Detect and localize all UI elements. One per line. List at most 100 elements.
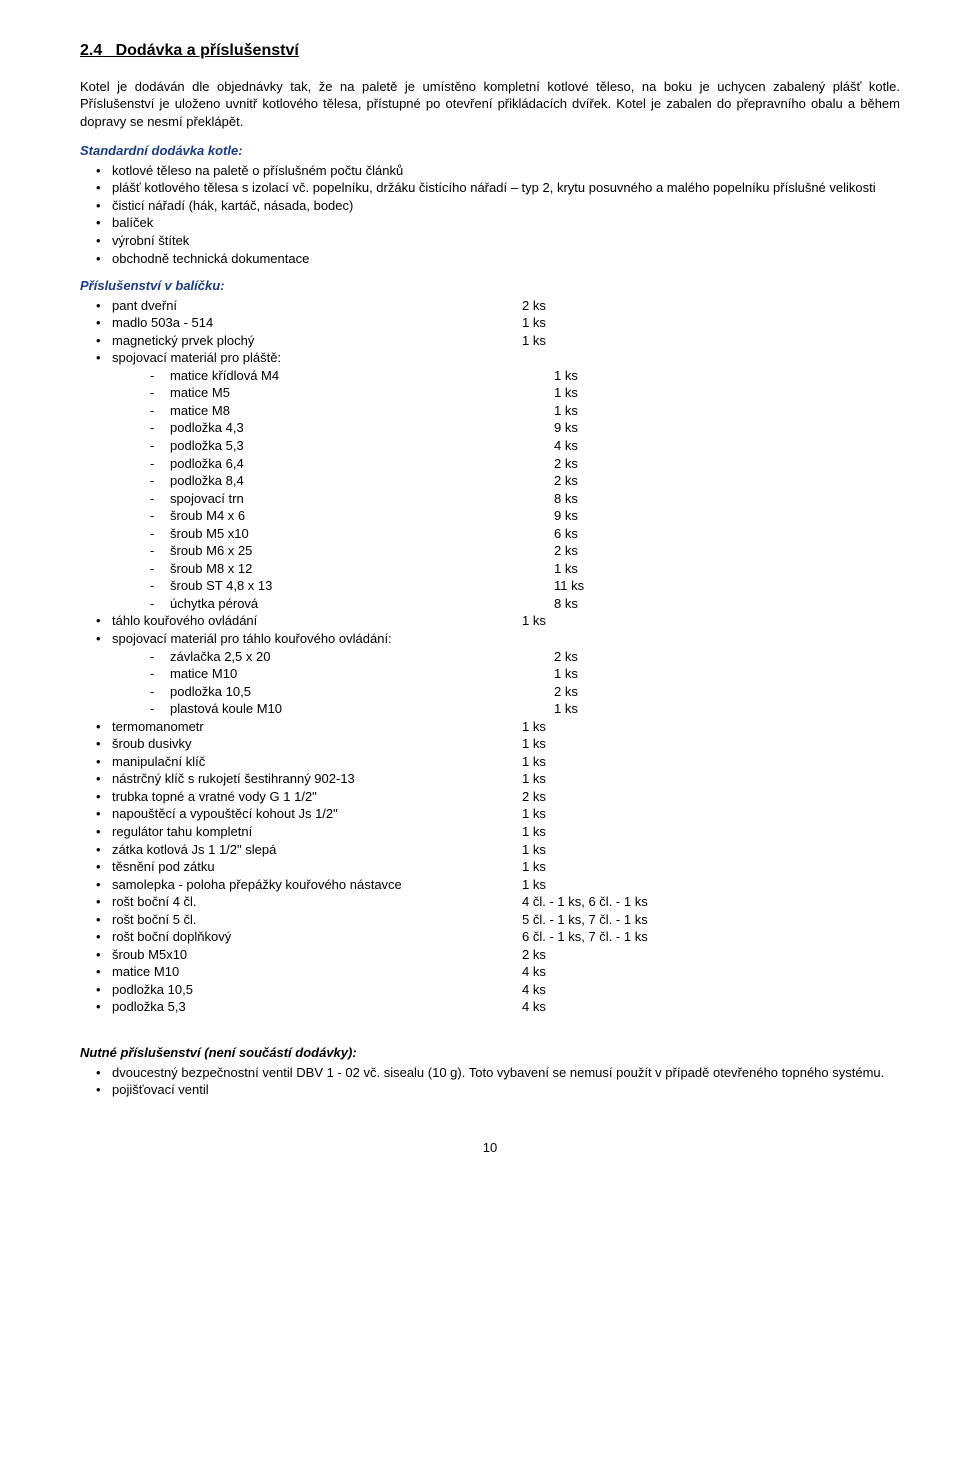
item-label: trubka topné a vratné vody G 1 1/2" xyxy=(112,788,522,806)
item-label: šroub M8 x 12 xyxy=(170,560,554,578)
item-qty: 2 ks xyxy=(554,683,578,701)
item-label: rošt boční doplňkový xyxy=(112,928,522,946)
list-item: madlo 503a - 5141 ks xyxy=(80,314,900,332)
intro-paragraph: Kotel je dodáván dle objednávky tak, že … xyxy=(80,78,900,131)
list-item: matice M104 ks xyxy=(80,963,900,981)
item-label: nástrčný klíč s rukojetí šestihranný 902… xyxy=(112,770,522,788)
sub-list-item: šroub M6 x 252 ks xyxy=(112,542,900,560)
sub-list-item: závlačka 2,5 x 202 ks xyxy=(112,648,900,666)
item-qty: 1 ks xyxy=(522,718,546,736)
list-item: rošt boční 5 čl.5 čl. - 1 ks, 7 čl. - 1 … xyxy=(80,911,900,929)
sub-list: závlačka 2,5 x 202 ksmatice M101 kspodlo… xyxy=(112,648,900,718)
item-label: šroub M5 x10 xyxy=(170,525,554,543)
sub-list-item: šroub M5 x106 ks xyxy=(112,525,900,543)
item-qty: 1 ks xyxy=(554,700,578,718)
item-label: spojovací trn xyxy=(170,490,554,508)
sub-list-item: podložka 5,34 ks xyxy=(112,437,900,455)
item-qty: 2 ks xyxy=(522,297,546,315)
sub-list-item: úchytka pérová8 ks xyxy=(112,595,900,613)
item-label: matice M10 xyxy=(112,963,522,981)
item-qty: 2 ks xyxy=(522,788,546,806)
list-item: napouštěcí a vypouštěcí kohout Js 1/2"1 … xyxy=(80,805,900,823)
sub-list-item: šroub M8 x 121 ks xyxy=(112,560,900,578)
item-qty: 4 ks xyxy=(522,963,546,981)
item-label: podložka 10,5 xyxy=(170,683,554,701)
item-qty: 8 ks xyxy=(554,490,578,508)
item-label: matice křídlová M4 xyxy=(170,367,554,385)
item-label: podložka 6,4 xyxy=(170,455,554,473)
item-label: rošt boční 4 čl. xyxy=(112,893,522,911)
item-qty: 1 ks xyxy=(522,841,546,859)
item-qty: 9 ks xyxy=(554,507,578,525)
accessories-heading: Příslušenství v balíčku: xyxy=(80,277,900,295)
item-label: rošt boční 5 čl. xyxy=(112,911,522,929)
sub-list-item: matice M51 ks xyxy=(112,384,900,402)
item-qty: 2 ks xyxy=(554,648,578,666)
list-item: termomanometr1 ks xyxy=(80,718,900,736)
list-item: zátka kotlová Js 1 1/2" slepá1 ks xyxy=(80,841,900,859)
item-label: termomanometr xyxy=(112,718,522,736)
list-item: spojovací materiál pro táhlo kouřového o… xyxy=(80,630,900,718)
item-label: táhlo kouřového ovládání xyxy=(112,612,522,630)
item-qty: 4 čl. - 1 ks, 6 čl. - 1 ks xyxy=(522,893,648,911)
item-qty: 4 ks xyxy=(554,437,578,455)
item-label: spojovací materiál pro pláště: xyxy=(112,349,522,367)
item-label: madlo 503a - 514 xyxy=(112,314,522,332)
list-item: táhlo kouřového ovládání1 ks xyxy=(80,612,900,630)
list-item: rošt boční 4 čl.4 čl. - 1 ks, 6 čl. - 1 … xyxy=(80,893,900,911)
item-label: matice M8 xyxy=(170,402,554,420)
item-label: těsnění pod zátku xyxy=(112,858,522,876)
item-label: šroub ST 4,8 x 13 xyxy=(170,577,554,595)
sub-list-item: podložka 10,52 ks xyxy=(112,683,900,701)
section-title-text: Dodávka a příslušenství xyxy=(116,42,299,59)
sub-list-item: podložka 8,42 ks xyxy=(112,472,900,490)
item-label: závlačka 2,5 x 20 xyxy=(170,648,554,666)
list-item: magnetický prvek plochý1 ks xyxy=(80,332,900,350)
item-label: manipulační klíč xyxy=(112,753,522,771)
item-qty: 1 ks xyxy=(554,367,578,385)
item-qty: 1 ks xyxy=(554,402,578,420)
item-qty: 1 ks xyxy=(522,332,546,350)
item-label: zátka kotlová Js 1 1/2" slepá xyxy=(112,841,522,859)
accessories-list: pant dveřní2 ksmadlo 503a - 5141 ksmagne… xyxy=(80,297,900,1016)
section-number: 2.4 xyxy=(80,42,102,59)
sub-list-item: matice M81 ks xyxy=(112,402,900,420)
item-label: podložka 8,4 xyxy=(170,472,554,490)
list-item: obchodně technická dokumentace xyxy=(80,250,900,268)
list-item: spojovací materiál pro pláště:matice kří… xyxy=(80,349,900,612)
item-label: spojovací materiál pro táhlo kouřového o… xyxy=(112,630,522,648)
list-item: dvoucestný bezpečnostní ventil DBV 1 - 0… xyxy=(80,1064,900,1082)
item-label: podložka 5,3 xyxy=(170,437,554,455)
item-label: plastová koule M10 xyxy=(170,700,554,718)
item-qty: 8 ks xyxy=(554,595,578,613)
item-qty: 6 čl. - 1 ks, 7 čl. - 1 ks xyxy=(522,928,648,946)
item-label: magnetický prvek plochý xyxy=(112,332,522,350)
item-qty: 1 ks xyxy=(522,753,546,771)
item-label: napouštěcí a vypouštěcí kohout Js 1/2" xyxy=(112,805,522,823)
item-label: úchytka pérová xyxy=(170,595,554,613)
standard-delivery-list: kotlové těleso na paletě o příslušném po… xyxy=(80,162,900,267)
list-item: plášť kotlového tělesa s izolací vč. pop… xyxy=(80,179,900,197)
list-item: šroub M5x102 ks xyxy=(80,946,900,964)
item-qty: 1 ks xyxy=(522,858,546,876)
item-qty: 1 ks xyxy=(522,770,546,788)
standard-delivery-heading: Standardní dodávka kotle: xyxy=(80,142,900,160)
required-accessories-list: dvoucestný bezpečnostní ventil DBV 1 - 0… xyxy=(80,1064,900,1099)
list-item: samolepka - poloha přepážky kouřového ná… xyxy=(80,876,900,894)
item-label: matice M5 xyxy=(170,384,554,402)
item-qty: 9 ks xyxy=(554,419,578,437)
item-qty: 1 ks xyxy=(522,612,546,630)
item-qty: 1 ks xyxy=(522,735,546,753)
sub-list-item: šroub ST 4,8 x 1311 ks xyxy=(112,577,900,595)
item-qty: 1 ks xyxy=(554,665,578,683)
item-label: šroub M6 x 25 xyxy=(170,542,554,560)
item-label: šroub dusivky xyxy=(112,735,522,753)
list-item: balíček xyxy=(80,214,900,232)
list-item: výrobní štítek xyxy=(80,232,900,250)
list-item: regulátor tahu kompletní1 ks xyxy=(80,823,900,841)
list-item: trubka topné a vratné vody G 1 1/2"2 ks xyxy=(80,788,900,806)
item-qty: 1 ks xyxy=(522,314,546,332)
item-qty: 2 ks xyxy=(554,542,578,560)
list-item: těsnění pod zátku1 ks xyxy=(80,858,900,876)
item-label: šroub M5x10 xyxy=(112,946,522,964)
